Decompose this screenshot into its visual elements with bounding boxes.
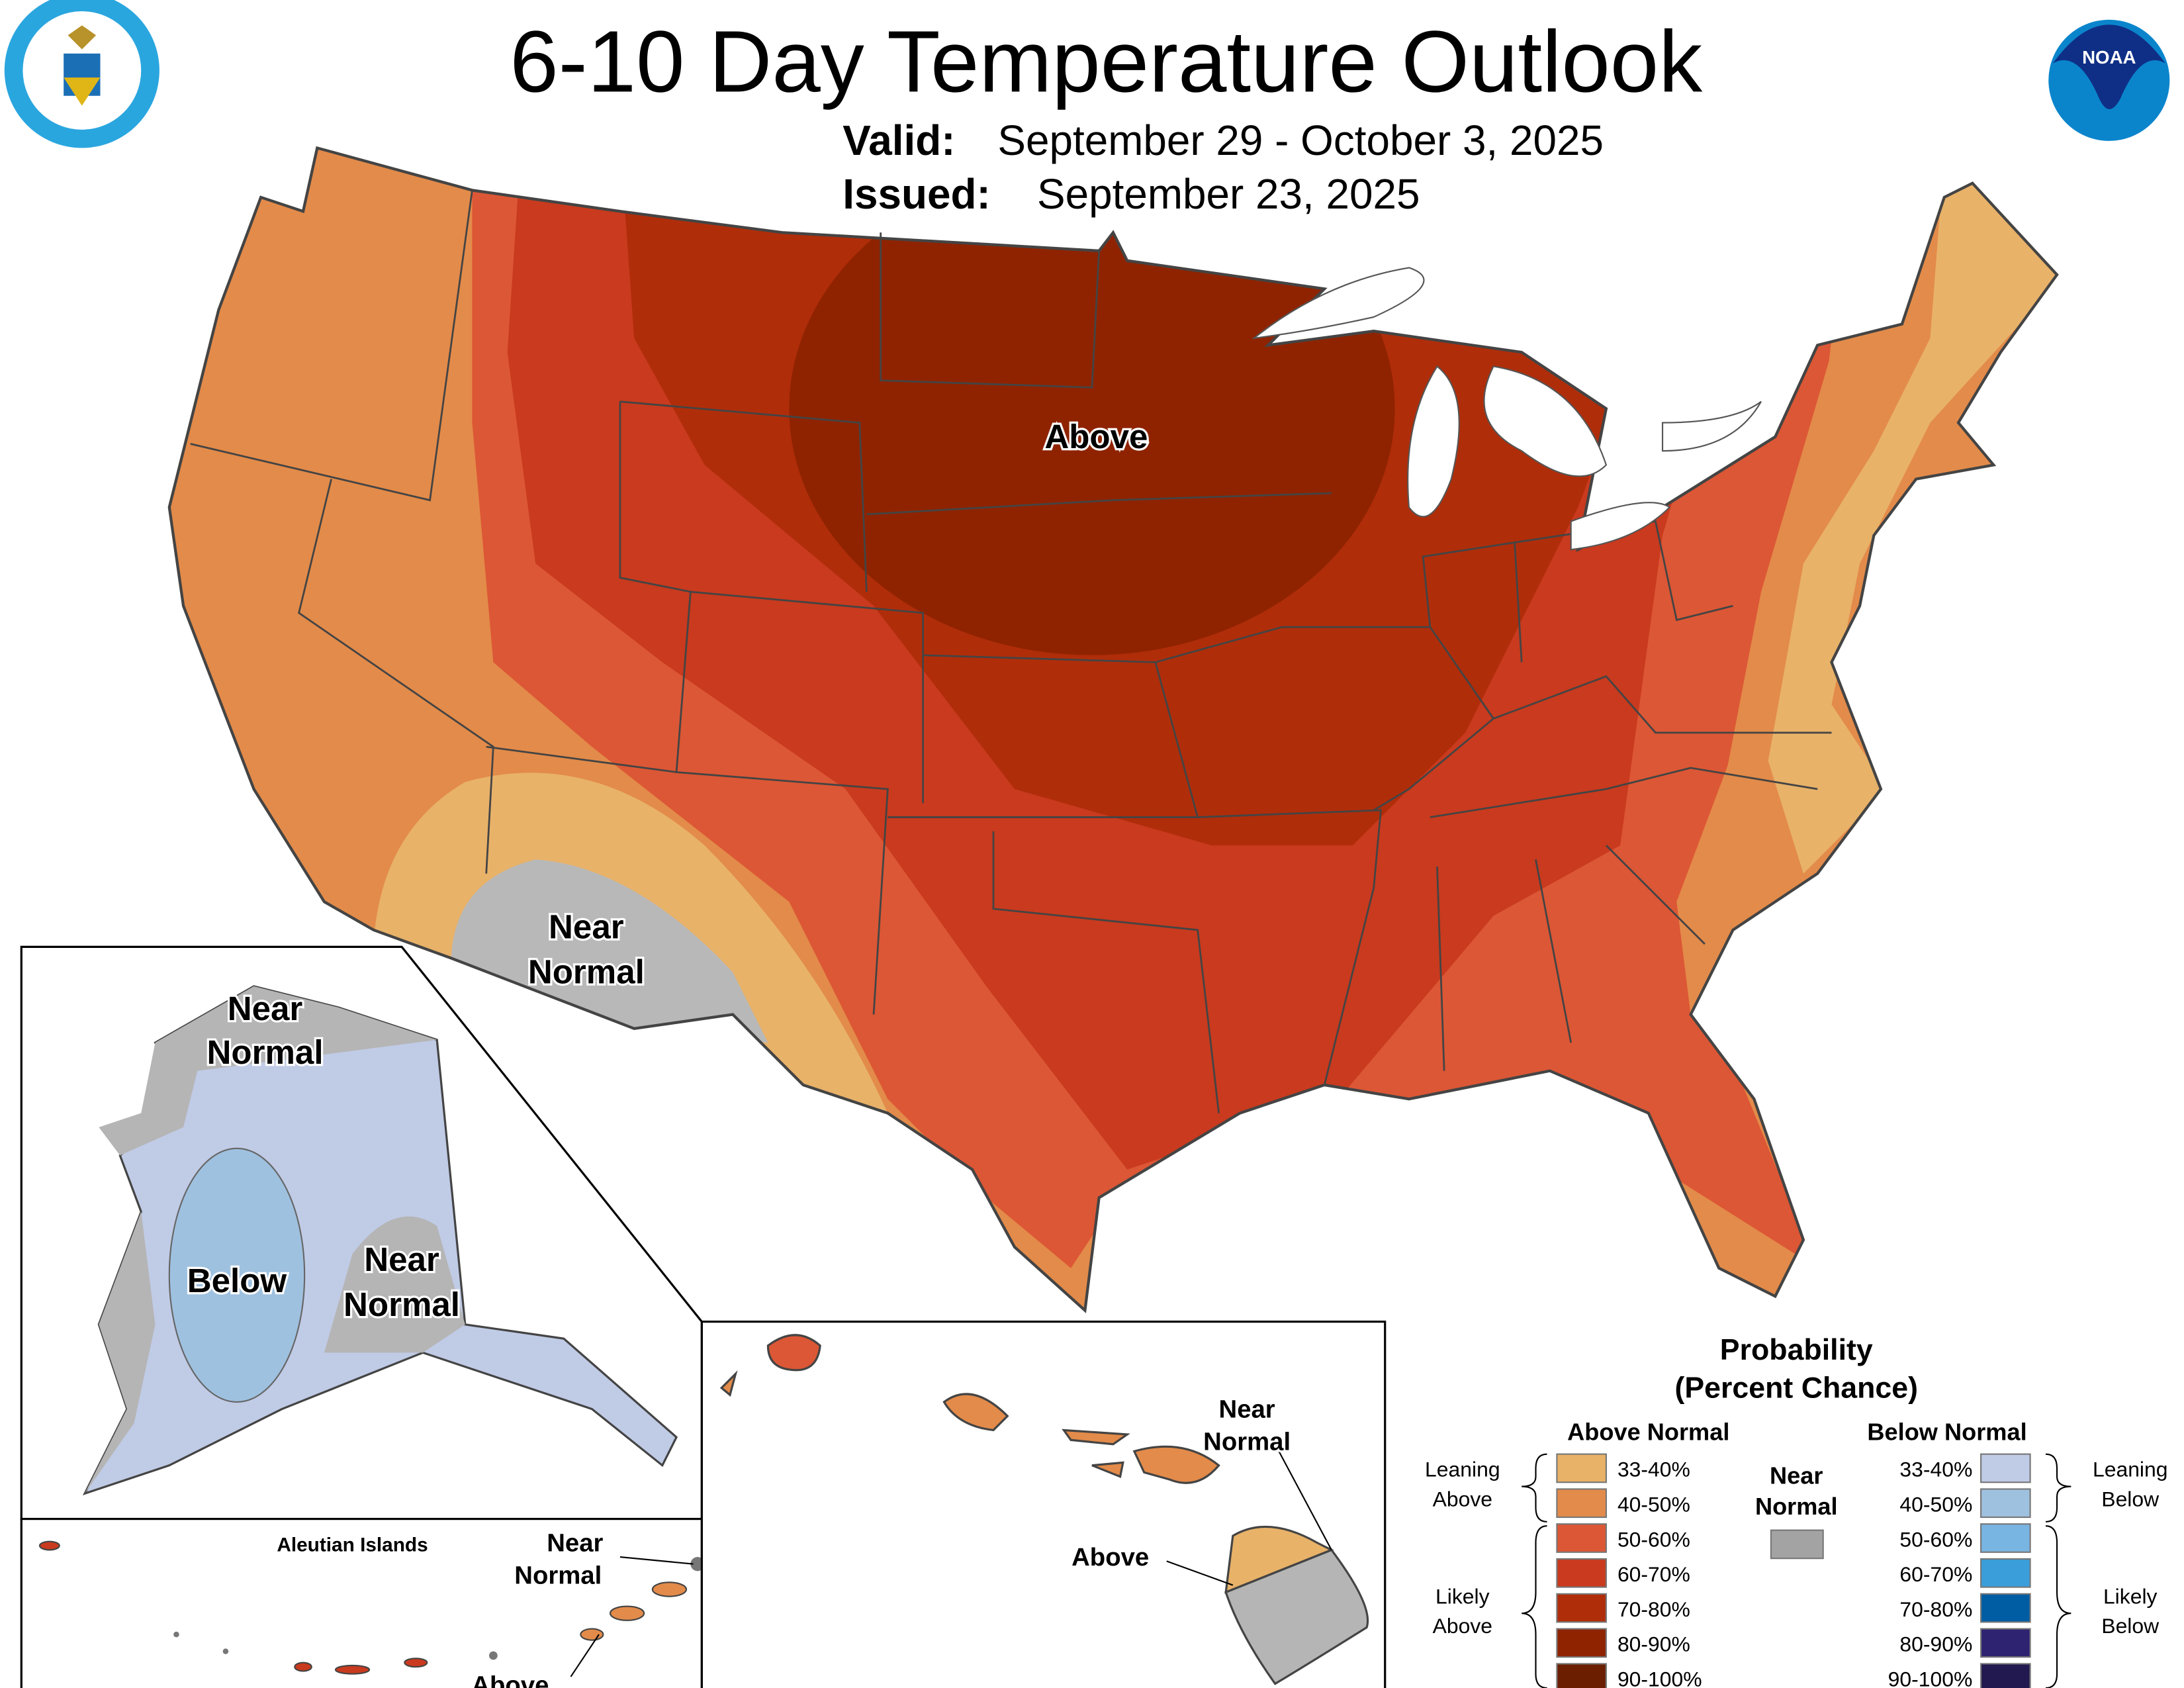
aleutian-near-normal-1: Near [547, 1529, 603, 1558]
great-lakes [1251, 267, 1762, 551]
legend-above-range: 60-70% [1617, 1562, 1690, 1586]
legend-below-range: 33-40% [1899, 1458, 1972, 1481]
legend-near-2: Normal [1755, 1493, 1838, 1520]
page-title: 6-10 Day Temperature Outlook [510, 13, 1703, 110]
legend-likely-below-1: Likely [2103, 1584, 2158, 1608]
aleutian-above-label: Above [471, 1671, 549, 1688]
legend-near-1: Near [1770, 1462, 1823, 1489]
alaska-near-normal-north-1: Near [228, 990, 303, 1027]
legend-leaning-below-1: Leaning [2093, 1458, 2168, 1481]
conus-above-label: Above [1044, 418, 1148, 455]
issued-label: Issued: [842, 170, 991, 218]
legend-above-range: 50-60% [1617, 1527, 1690, 1551]
legend-above-swatch [1556, 1488, 1607, 1519]
hawaii-above-label: Above [1071, 1543, 1149, 1571]
legend-below-swatch [1980, 1558, 2031, 1588]
legend-below-range: 50-60% [1899, 1527, 1972, 1551]
legend-below-range: 60-70% [1899, 1562, 1972, 1586]
hawaii-inset: Near Normal Above [700, 1320, 1387, 1688]
legend-braces [1522, 1453, 2071, 1688]
legend-near-normal-swatch [1770, 1529, 1824, 1560]
noaa-logo: NOAA [2048, 19, 2170, 141]
commerce-seal-logo [4, 0, 159, 148]
legend-below-swatch [1980, 1663, 2031, 1688]
legend-likely-above-2: Above [1433, 1614, 1492, 1638]
alaska-inset: Near Normal Below Near Normal [20, 945, 703, 1521]
legend-below-swatch [1980, 1488, 2031, 1519]
legend-above-swatch [1556, 1558, 1607, 1588]
legend-below-swatch [1980, 1628, 2031, 1658]
legend-above-swatch [1556, 1523, 1607, 1553]
alaska-near-normal-south-2: Normal [343, 1286, 460, 1323]
legend-leaning-below-2: Below [2101, 1487, 2160, 1511]
legend-below-swatch [1980, 1453, 2031, 1483]
valid-dates: September 29 - October 3, 2025 [997, 117, 1604, 164]
hawaii-near-normal-1: Near [1219, 1395, 1275, 1423]
state-borders [190, 190, 1832, 1113]
svg-text:NOAA: NOAA [2082, 47, 2136, 68]
valid-label: Valid: [842, 117, 955, 164]
legend-above-swatch [1556, 1663, 1607, 1688]
legend-below-range: 80-90% [1899, 1632, 1972, 1656]
hawaii-near-normal-2: Normal [1203, 1427, 1291, 1456]
legend-above-swatch [1556, 1453, 1607, 1483]
legend-above-range: 33-40% [1617, 1458, 1690, 1481]
legend-below-range: 40-50% [1899, 1493, 1972, 1517]
legend-below-header: Below Normal [1867, 1418, 2026, 1445]
conus-near-normal-label-1: Near [549, 908, 624, 946]
legend-above-swatch [1556, 1628, 1607, 1658]
legend-leaning-above-1: Leaning [1425, 1458, 1500, 1481]
issued-date: September 23, 2025 [1037, 170, 1420, 218]
conus-near-normal-label-2: Normal [528, 953, 645, 991]
legend-below-range: 90-100% [1888, 1667, 1973, 1688]
aleutian-inset: Aleutian Islands Near Normal Above [20, 1517, 705, 1688]
probability-legend: Probability (Percent Chance) Above Norma… [1425, 1334, 2168, 1688]
alaska-near-normal-south-1: Near [364, 1241, 439, 1278]
legend-above-range: 80-90% [1617, 1632, 1690, 1656]
legend-below-swatch [1980, 1593, 2031, 1623]
legend-likely-above-1: Likely [1435, 1584, 1490, 1608]
legend-above-header: Above Normal [1567, 1418, 1729, 1445]
legend-likely-below-2: Below [2101, 1614, 2160, 1638]
legend-above-range: 70-80% [1617, 1597, 1690, 1621]
legend-above-range: 40-50% [1617, 1493, 1690, 1517]
legend-below-swatch [1980, 1523, 2031, 1553]
legend-below-range: 70-80% [1899, 1597, 1972, 1621]
legend-above-range: 90-100% [1617, 1667, 1702, 1688]
aleutian-title: Aleutian Islands [277, 1534, 428, 1556]
alaska-near-normal-north-2: Normal [207, 1033, 324, 1071]
aleutian-near-normal-2: Normal [514, 1561, 602, 1589]
legend-title-1: Probability [1720, 1334, 1873, 1366]
legend-leaning-above-2: Above [1433, 1487, 1492, 1511]
legend-above-swatch [1556, 1593, 1607, 1623]
legend-title-2: (Percent Chance) [1675, 1372, 1919, 1405]
alaska-below-label: Below [187, 1262, 287, 1299]
